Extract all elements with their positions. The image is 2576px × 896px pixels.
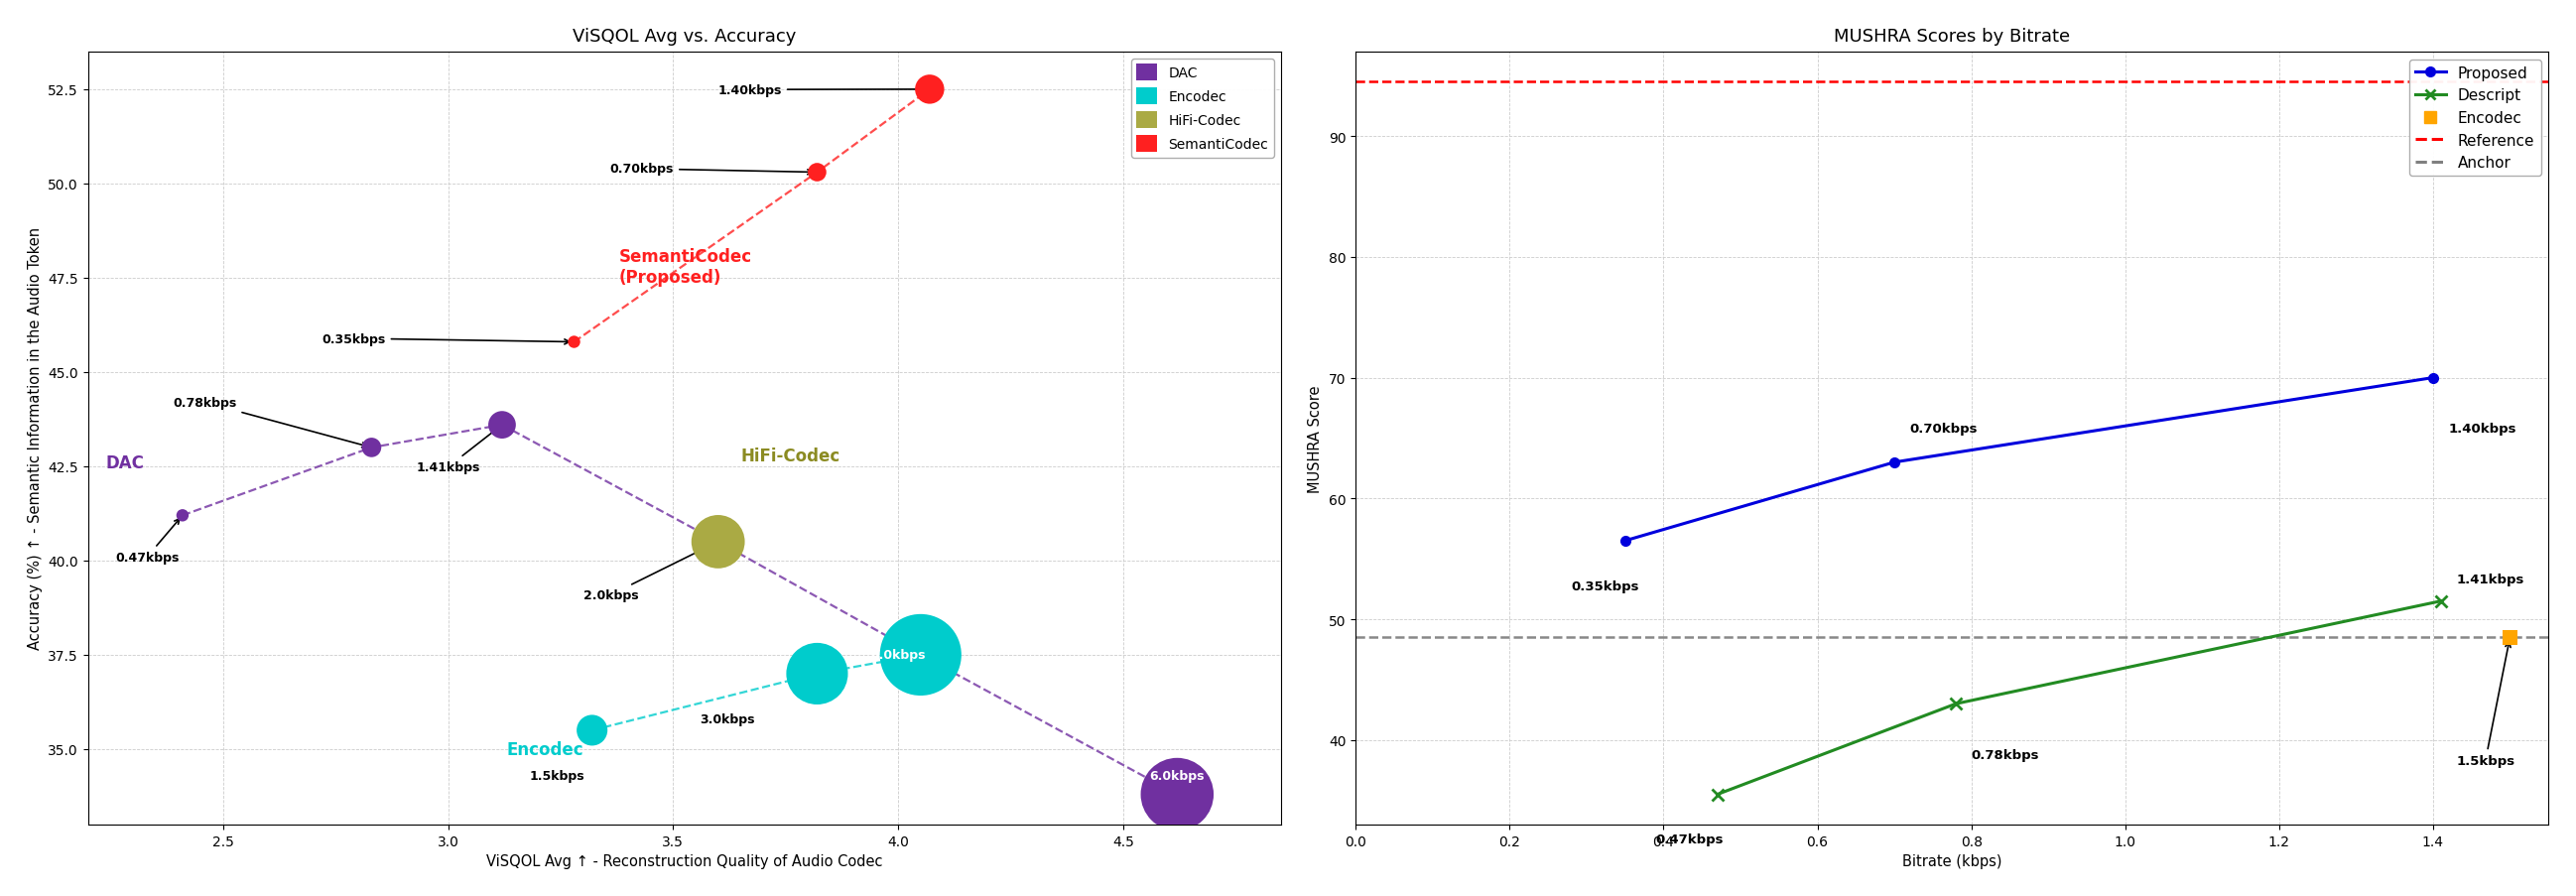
Text: 0.47kbps: 0.47kbps: [1656, 832, 1723, 846]
X-axis label: Bitrate (kbps): Bitrate (kbps): [1901, 854, 2002, 868]
Text: 2.0kbps: 2.0kbps: [582, 544, 714, 601]
Text: 3.0kbps: 3.0kbps: [701, 713, 755, 726]
Text: 0.78kbps: 0.78kbps: [173, 397, 368, 448]
Text: SemantiCodec
(Proposed): SemantiCodec (Proposed): [618, 248, 752, 287]
Point: [698, 535, 739, 549]
Point: [162, 509, 204, 523]
Text: 1.5kbps: 1.5kbps: [2455, 642, 2514, 767]
Text: 6.0kbps: 6.0kbps: [871, 649, 925, 661]
Y-axis label: Accuracy (%) ↑ - Semantic Information in the Audio Token: Accuracy (%) ↑ - Semantic Information in…: [28, 228, 41, 650]
Text: 1.41kbps: 1.41kbps: [417, 428, 497, 473]
Text: 1.41kbps: 1.41kbps: [2455, 573, 2524, 586]
Text: 1.5kbps: 1.5kbps: [528, 770, 585, 782]
Text: 0.35kbps: 0.35kbps: [1571, 580, 1638, 592]
Point: [572, 723, 613, 737]
Text: 6.0kbps: 6.0kbps: [1149, 769, 1206, 782]
Point: [796, 667, 837, 681]
Text: HiFi-Codec: HiFi-Codec: [739, 446, 840, 464]
Text: 0.78kbps: 0.78kbps: [1971, 748, 2040, 762]
Text: 0.70kbps: 0.70kbps: [1909, 423, 1978, 435]
Point: [482, 418, 523, 433]
Legend: DAC, Encodec, HiFi-Codec, SemantiCodec: DAC, Encodec, HiFi-Codec, SemantiCodec: [1131, 59, 1273, 158]
Y-axis label: MUSHRA Score: MUSHRA Score: [1309, 384, 1324, 492]
Point: [2488, 631, 2530, 645]
Text: 0.70kbps: 0.70kbps: [611, 163, 811, 176]
Text: 0.35kbps: 0.35kbps: [322, 332, 569, 346]
Point: [796, 166, 837, 180]
Point: [909, 83, 951, 98]
Point: [1157, 788, 1198, 802]
Point: [350, 441, 392, 455]
X-axis label: ViSQOL Avg ↑ - Reconstruction Quality of Audio Codec: ViSQOL Avg ↑ - Reconstruction Quality of…: [487, 854, 884, 868]
Title: MUSHRA Scores by Bitrate: MUSHRA Scores by Bitrate: [1834, 28, 2071, 46]
Text: 1.40kbps: 1.40kbps: [2447, 423, 2517, 435]
Text: DAC: DAC: [106, 454, 144, 472]
Point: [899, 648, 940, 662]
Point: [554, 335, 595, 349]
Text: 0.47kbps: 0.47kbps: [116, 519, 180, 564]
Text: Encodec: Encodec: [507, 740, 585, 758]
Legend: Proposed, Descript, Encodec, Reference, Anchor: Proposed, Descript, Encodec, Reference, …: [2409, 60, 2540, 177]
Text: 1.40kbps: 1.40kbps: [719, 84, 925, 97]
Title: ViSQOL Avg vs. Accuracy: ViSQOL Avg vs. Accuracy: [572, 28, 796, 46]
